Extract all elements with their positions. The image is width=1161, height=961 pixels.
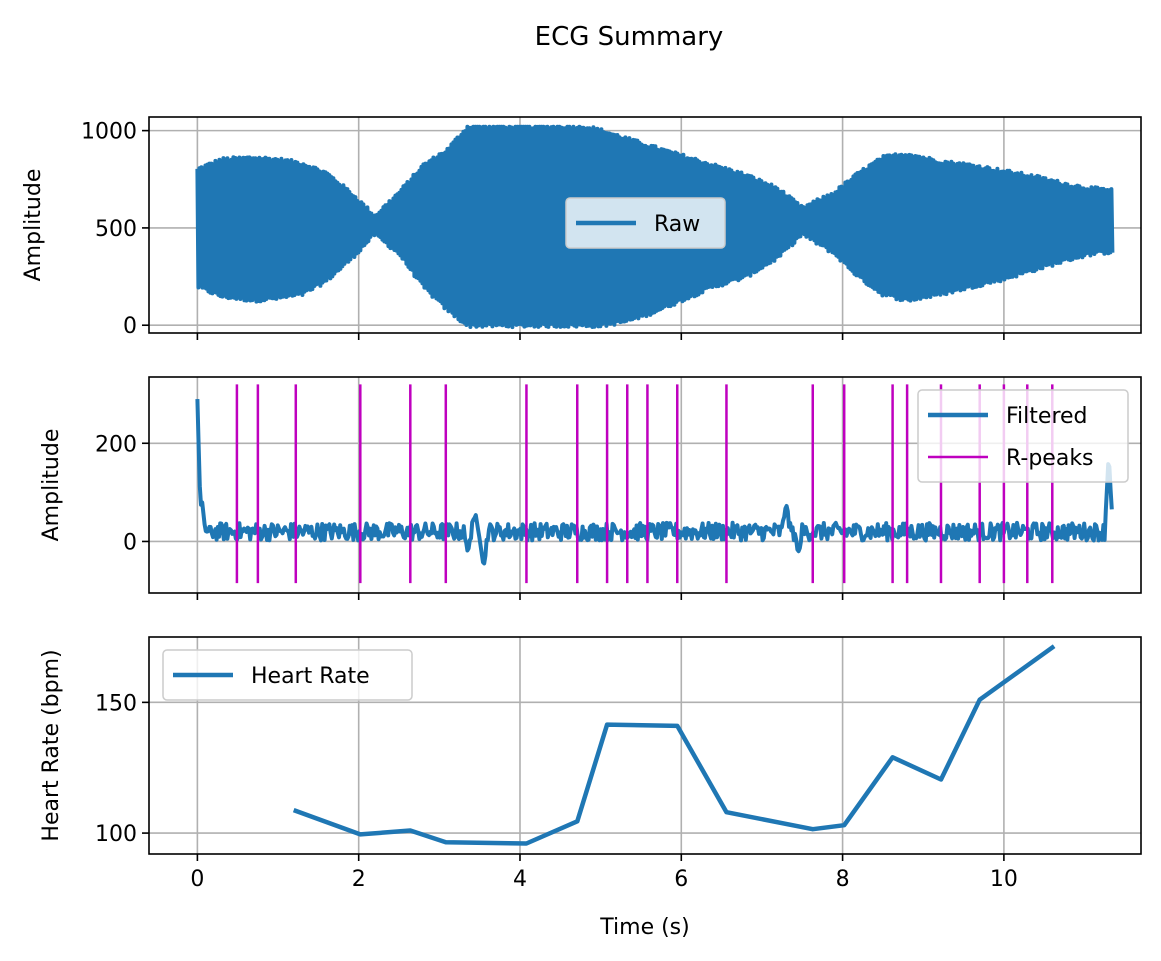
legend-label: R-peaks	[1006, 446, 1094, 471]
x-tick-label: 2	[352, 867, 366, 892]
axes-frame	[148, 376, 1142, 594]
plot-area	[195, 384, 1114, 584]
legend-label: Heart Rate	[251, 664, 370, 689]
y-tick-label: 0	[123, 530, 137, 555]
legend: Filtered R-peaks	[917, 389, 1129, 483]
y-tick-label: 200	[95, 432, 137, 457]
legend-label: Raw	[654, 212, 700, 237]
y-axis-label: Amplitude	[21, 169, 46, 282]
x-tick-label: 0	[190, 867, 204, 892]
raw-ecg-panel: 0 500 1000 Amplitude Raw	[21, 116, 1142, 340]
axes-frame	[148, 636, 1142, 855]
filtered-ecg-panel: 0 200 Amplitude Filtered R-peaks	[39, 376, 1142, 600]
x-axis-label: Time (s)	[599, 915, 689, 940]
y-tick-label: 500	[95, 217, 137, 242]
y-tick-label: 1000	[81, 120, 137, 145]
legend-label: Filtered	[1006, 404, 1088, 429]
plot-area	[292, 644, 1056, 846]
filtered-series-line	[195, 399, 1114, 566]
y-axis-label: Amplitude	[39, 429, 64, 542]
y-tick-label: 0	[123, 314, 137, 339]
legend: Heart Rate	[162, 649, 413, 701]
x-tick-label: 4	[513, 867, 527, 892]
x-tick-label: 6	[674, 867, 688, 892]
legend: Raw	[565, 197, 726, 249]
heart-rate-panel: 0 2 4 6 8 10 100 150 Heart Rate (bpm) Time (s) Hea…	[39, 636, 1142, 940]
y-tick-label: 150	[95, 691, 137, 716]
x-tick-label: 10	[990, 867, 1018, 892]
y-axis-label: Heart Rate (bpm)	[39, 649, 64, 841]
legend-box	[565, 197, 726, 249]
legend-box	[162, 649, 413, 701]
x-tick-label: 8	[836, 867, 850, 892]
heart-rate-series-line	[292, 644, 1056, 846]
grid-lines	[149, 637, 1141, 854]
y-tick-label: 100	[95, 822, 137, 847]
axes-frame	[148, 116, 1142, 334]
figure-title: ECG Summary	[535, 22, 724, 52]
